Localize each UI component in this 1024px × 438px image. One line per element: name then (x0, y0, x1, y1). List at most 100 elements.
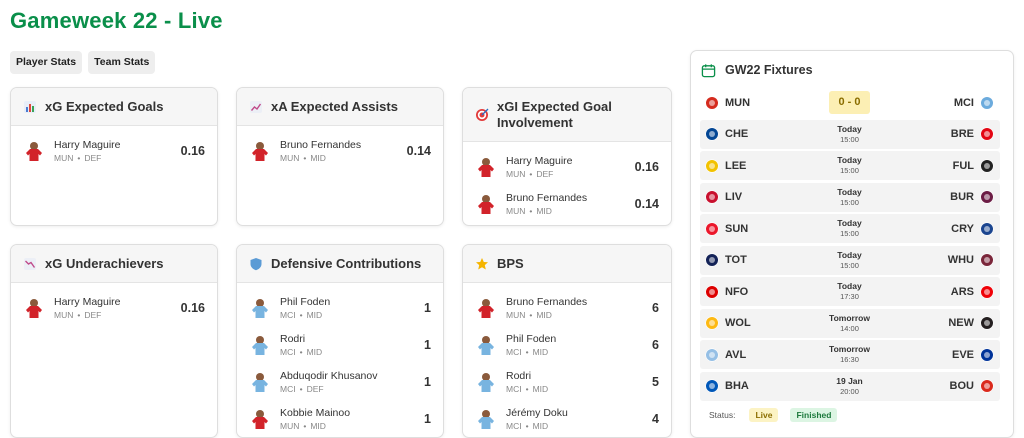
player-row[interactable]: Jérémy Doku MCI • MID 4 (475, 404, 659, 434)
player-team: MCI (280, 383, 296, 394)
fixture-row[interactable]: BHA 19 Jan 20:00 BOU (700, 371, 1000, 401)
stat-card-title: xG Expected Goals (45, 98, 164, 114)
stat-card-header: xG Underachievers (11, 245, 217, 283)
status-legend: Status: Live Finished (709, 408, 849, 422)
stat-value: 0.16 (180, 301, 205, 315)
separator-dot: • (529, 205, 533, 216)
away-team: NEW (924, 316, 994, 330)
calendar-icon (701, 63, 716, 77)
player-row[interactable]: Phil Foden MCI • MID 1 (249, 293, 431, 323)
player-row[interactable]: Bruno Fernandes MUN • MID 6 (475, 293, 659, 323)
player-team: MCI (280, 309, 296, 320)
player-row[interactable]: Rodri MCI • MID 5 (475, 367, 659, 397)
player-meta: MCI • DEF (280, 383, 424, 395)
player-position: DEF (84, 309, 102, 320)
fixture-time: 15:00 (840, 166, 859, 175)
fixture-center: Today 15:00 (775, 155, 924, 176)
home-crest-icon (705, 190, 719, 204)
home-team-code: NFO (725, 285, 749, 298)
stat-value: 0.16 (180, 144, 205, 158)
player-row[interactable]: Rodri MCI • MID 1 (249, 330, 431, 360)
stat-value: 1 (424, 338, 431, 352)
fixture-center: Today 15:00 (775, 250, 924, 271)
player-meta: MCI • MID (506, 383, 652, 395)
fixture-row[interactable]: LEE Today 15:00 FUL (700, 151, 1000, 180)
player-team: MCI (506, 383, 522, 394)
stat-card-header: BPS (463, 245, 671, 283)
player-meta: MUN • MID (506, 309, 652, 321)
fixture-row[interactable]: AVL Tomorrow 16:30 EVE (700, 340, 1000, 369)
player-team: MUN (54, 309, 74, 320)
player-team: MCI (506, 346, 522, 357)
player-meta: MUN • MID (506, 205, 635, 217)
player-avatar (249, 408, 271, 430)
away-crest-icon (980, 95, 994, 110)
stat-value: 1 (424, 412, 431, 426)
fixture-time: 15:00 (840, 229, 859, 238)
home-crest-icon (705, 221, 719, 236)
home-crest-icon (705, 158, 719, 173)
player-row[interactable]: Bruno Fernandes MUN • MID 0.14 (249, 136, 431, 166)
player-row[interactable]: Harry Maguire MUN • DEF 0.16 (475, 152, 659, 182)
separator-dot: • (529, 309, 533, 320)
away-team-code: BOU (949, 380, 974, 392)
player-avatar (475, 408, 497, 430)
player-avatar (249, 371, 271, 393)
player-row[interactable]: Bruno Fernandes MUN • MID 0.14 (475, 189, 659, 219)
player-position: MID (536, 205, 552, 216)
player-meta: MCI • MID (506, 420, 652, 432)
away-crest-icon (980, 127, 994, 141)
player-team: MCI (280, 346, 296, 357)
away-crest-icon (980, 253, 994, 267)
stat-card-xg: xG Expected Goals Harry Maguire MUN • DEF 0.1… (10, 87, 218, 226)
player-info: Bruno Fernandes MUN • MID (280, 139, 407, 164)
fixture-day: Tomorrow (829, 312, 870, 323)
away-crest-icon (980, 347, 994, 362)
stat-card-header: xGI Expected Goal Involvement (463, 88, 671, 142)
tab-player-stats[interactable]: Player Stats (10, 51, 83, 74)
home-team: TOT (705, 253, 775, 267)
fixture-day: Today (837, 218, 862, 228)
player-row[interactable]: Kobbie Mainoo MUN • MID 1 (249, 404, 431, 434)
player-row[interactable]: Phil Foden MCI • MID 6 (475, 330, 659, 360)
tab-team-stats[interactable]: Team Stats (88, 51, 156, 74)
player-row[interactable]: Harry Maguire MUN • DEF 0.16 (23, 136, 205, 166)
fixture-row[interactable]: SUN Today 15:00 CRY (700, 214, 1000, 243)
player-row[interactable]: Abduqodir Khusanov MCI • DEF 1 (249, 367, 431, 397)
fixture-row[interactable]: NFO Today 17:30 ARS (700, 277, 1000, 306)
player-name: Bruno Fernandes (506, 191, 588, 204)
fixture-row[interactable]: WOL Tomorrow 14:00 NEW (700, 308, 1000, 338)
fixture-center: Tomorrow 14:00 (775, 313, 924, 334)
fixture-row[interactable]: LIV Today 15:00 BUR (700, 182, 1000, 212)
fixture-day: Today (837, 281, 862, 291)
player-row[interactable]: Harry Maguire MUN • DEF 0.16 (23, 293, 205, 323)
fixtures-panel: GW22 Fixtures MUN 0 - 0 MCI CHE Today 15:00 BR… (690, 50, 1014, 438)
fixture-row[interactable]: CHE Today 15:00 BRE (700, 119, 1000, 149)
player-avatar (475, 297, 497, 319)
separator-dot: • (529, 168, 533, 179)
fixture-day: Today (837, 123, 862, 134)
fixture-center: Today 15:00 (775, 218, 924, 239)
player-info: Jérémy Doku MCI • MID (506, 407, 652, 432)
fixture-row[interactable]: MUN 0 - 0 MCI (700, 88, 1000, 117)
player-avatar (23, 297, 45, 319)
fixture-day: Tomorrow (829, 344, 870, 354)
fixture-row[interactable]: TOT Today 15:00 WHU (700, 245, 1000, 275)
stat-card-header: xG Expected Goals (11, 88, 217, 126)
home-team: LEE (705, 158, 775, 173)
fixtures-header: GW22 Fixtures (701, 60, 1003, 80)
away-team: FUL (924, 158, 994, 173)
player-name: Harry Maguire (54, 295, 121, 308)
home-crest-icon (705, 347, 719, 362)
fixture-time: 14:00 (840, 323, 859, 333)
separator-dot: • (525, 383, 529, 394)
stat-card-bps: BPS Bruno Fernandes MUN • MID 6 Phil Foden MCI •… (462, 244, 672, 438)
home-team-code: LEE (725, 159, 747, 172)
separator-dot: • (299, 309, 303, 320)
player-avatar (475, 334, 497, 356)
home-team-code: BHA (725, 380, 749, 392)
away-crest-icon (980, 158, 994, 173)
player-meta: MUN • DEF (54, 152, 181, 164)
player-position: MID (536, 309, 552, 320)
away-team: EVE (924, 347, 994, 362)
